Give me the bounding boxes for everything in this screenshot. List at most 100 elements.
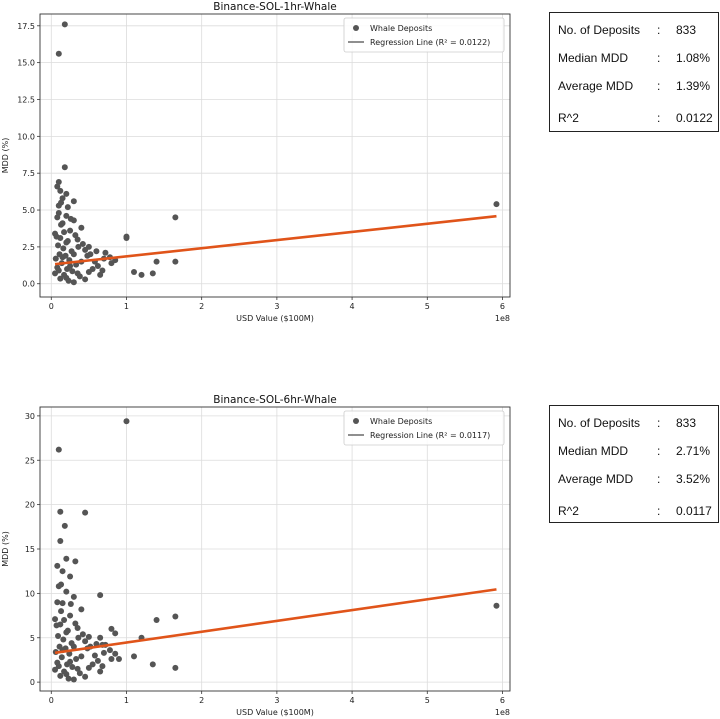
stat-colon: : xyxy=(657,23,661,37)
scatter-point xyxy=(57,275,64,282)
stat-label: Median MDD xyxy=(558,51,629,65)
scatter-point xyxy=(85,268,92,275)
stat-value: 833 xyxy=(676,416,697,430)
scatter-point xyxy=(97,668,104,675)
stat-row-average-mdd: Average MDD : 1.39% xyxy=(558,79,712,97)
scatter-point xyxy=(60,245,67,252)
scatter-point xyxy=(131,268,137,275)
scatter-point xyxy=(67,612,74,619)
stats-box-1hr: No. of Deposits : 833 Median MDD : 1.08%… xyxy=(549,12,719,132)
scatter-point xyxy=(112,630,119,637)
scatter-point xyxy=(93,248,100,255)
scatter-point xyxy=(63,588,70,595)
stat-label: No. of Deposits xyxy=(558,23,641,37)
scatter-point xyxy=(64,204,71,211)
stat-value: 3.52% xyxy=(676,472,711,486)
legend-marker-deposits xyxy=(353,25,359,31)
x-tick-label: 0 xyxy=(49,302,54,311)
scatter-point xyxy=(97,634,104,641)
scatter-point xyxy=(52,666,59,673)
scatter-point xyxy=(53,233,60,240)
scatter-point xyxy=(74,236,81,243)
scatter-point xyxy=(149,270,156,277)
scatter-point xyxy=(59,600,66,607)
scatter-point xyxy=(78,653,85,660)
scatter-point xyxy=(52,270,59,277)
regression-line xyxy=(54,588,497,655)
stat-colon: : xyxy=(657,111,661,125)
scatter-point xyxy=(82,246,89,253)
scatter-point xyxy=(70,198,77,205)
x-tick-label: 5 xyxy=(425,302,430,311)
scatter-point xyxy=(97,592,104,599)
scatter-point xyxy=(61,21,68,28)
y-tick-label: 15 xyxy=(25,545,35,554)
scatter-point xyxy=(172,664,179,671)
y-tick-label: 12.5 xyxy=(17,95,35,104)
legend-label-deposits: Whale Deposits xyxy=(370,24,432,33)
stat-label: Average MDD xyxy=(558,472,634,486)
scatter-point xyxy=(75,243,82,250)
x-axis-label: USD Value ($100M) xyxy=(236,314,314,323)
y-tick-label: 0.0 xyxy=(22,280,35,289)
scatter-point xyxy=(85,633,92,640)
scatter-point xyxy=(82,673,89,680)
scatter-point xyxy=(54,264,61,271)
scatter-point xyxy=(67,227,74,234)
scatter-point xyxy=(85,664,92,671)
legend-label-regression: Regression Line (R² = 0.0122) xyxy=(370,38,490,47)
scatter-point xyxy=(67,601,74,608)
stat-value: 833 xyxy=(676,23,697,37)
scatter-point xyxy=(58,581,65,588)
scatter-point xyxy=(82,276,89,283)
scatter-point xyxy=(57,672,64,679)
scatter-point xyxy=(102,249,109,256)
stat-colon: : xyxy=(657,79,661,93)
scatter-point xyxy=(56,643,63,650)
scatter-point xyxy=(100,649,107,656)
y-tick-label: 15.0 xyxy=(17,59,35,68)
scatter-point xyxy=(54,562,61,569)
y-tick-label: 5.0 xyxy=(22,206,35,215)
regression-line xyxy=(54,214,497,266)
scatter-point xyxy=(73,656,80,663)
scatter-point xyxy=(131,653,137,660)
scatter-point xyxy=(106,647,113,654)
x-tick-label: 3 xyxy=(274,696,279,705)
scatter-point xyxy=(65,675,72,682)
scatter-point xyxy=(54,214,61,221)
scatter-point xyxy=(52,616,59,623)
stat-row-average-mdd: Average MDD : 3.52% xyxy=(558,472,712,490)
stat-row-median-mdd: Median MDD : 1.08% xyxy=(558,51,712,69)
stats-box-6hr: No. of Deposits : 833 Median MDD : 2.71%… xyxy=(549,405,719,523)
legend-label-deposits: Whale Deposits xyxy=(370,417,432,426)
scatter-point xyxy=(72,558,79,565)
scatter-point xyxy=(94,263,101,270)
scatter-point xyxy=(94,657,101,664)
stat-value: 0.0117 xyxy=(676,504,712,518)
scatter-point xyxy=(72,232,79,239)
scatter-point xyxy=(61,617,68,623)
scatter-point xyxy=(108,625,115,632)
scatter-point xyxy=(58,608,65,615)
stat-label: R^2 xyxy=(558,504,579,518)
scatter-point xyxy=(61,271,68,278)
scatter-point xyxy=(91,652,98,659)
x-tick-label: 6 xyxy=(500,696,505,705)
scatter-chart-6hr: Binance-SOL-6hr-Whale 0 1 2 3 4 5 6 0 5 10 15 20 25 30… xyxy=(1,394,511,717)
scatter-point xyxy=(79,240,86,247)
stat-value: 1.08% xyxy=(676,51,711,65)
legend-label-regression: Regression Line (R² = 0.0117) xyxy=(370,431,490,440)
x-tick-label: 3 xyxy=(274,302,279,311)
x-tick-label: 6 xyxy=(500,302,505,311)
scatter-point xyxy=(172,613,179,620)
scatter-point xyxy=(54,599,61,606)
scatter-point xyxy=(123,418,130,425)
scatter-point xyxy=(78,606,85,613)
scatter-point xyxy=(65,277,72,284)
scatter-point xyxy=(52,255,59,262)
y-axis-label: MDD (%) xyxy=(1,531,10,567)
stat-label: No. of Deposits xyxy=(558,416,641,430)
scatter-point xyxy=(76,670,83,677)
chart-title: Binance-SOL-6hr-Whale xyxy=(213,394,336,406)
